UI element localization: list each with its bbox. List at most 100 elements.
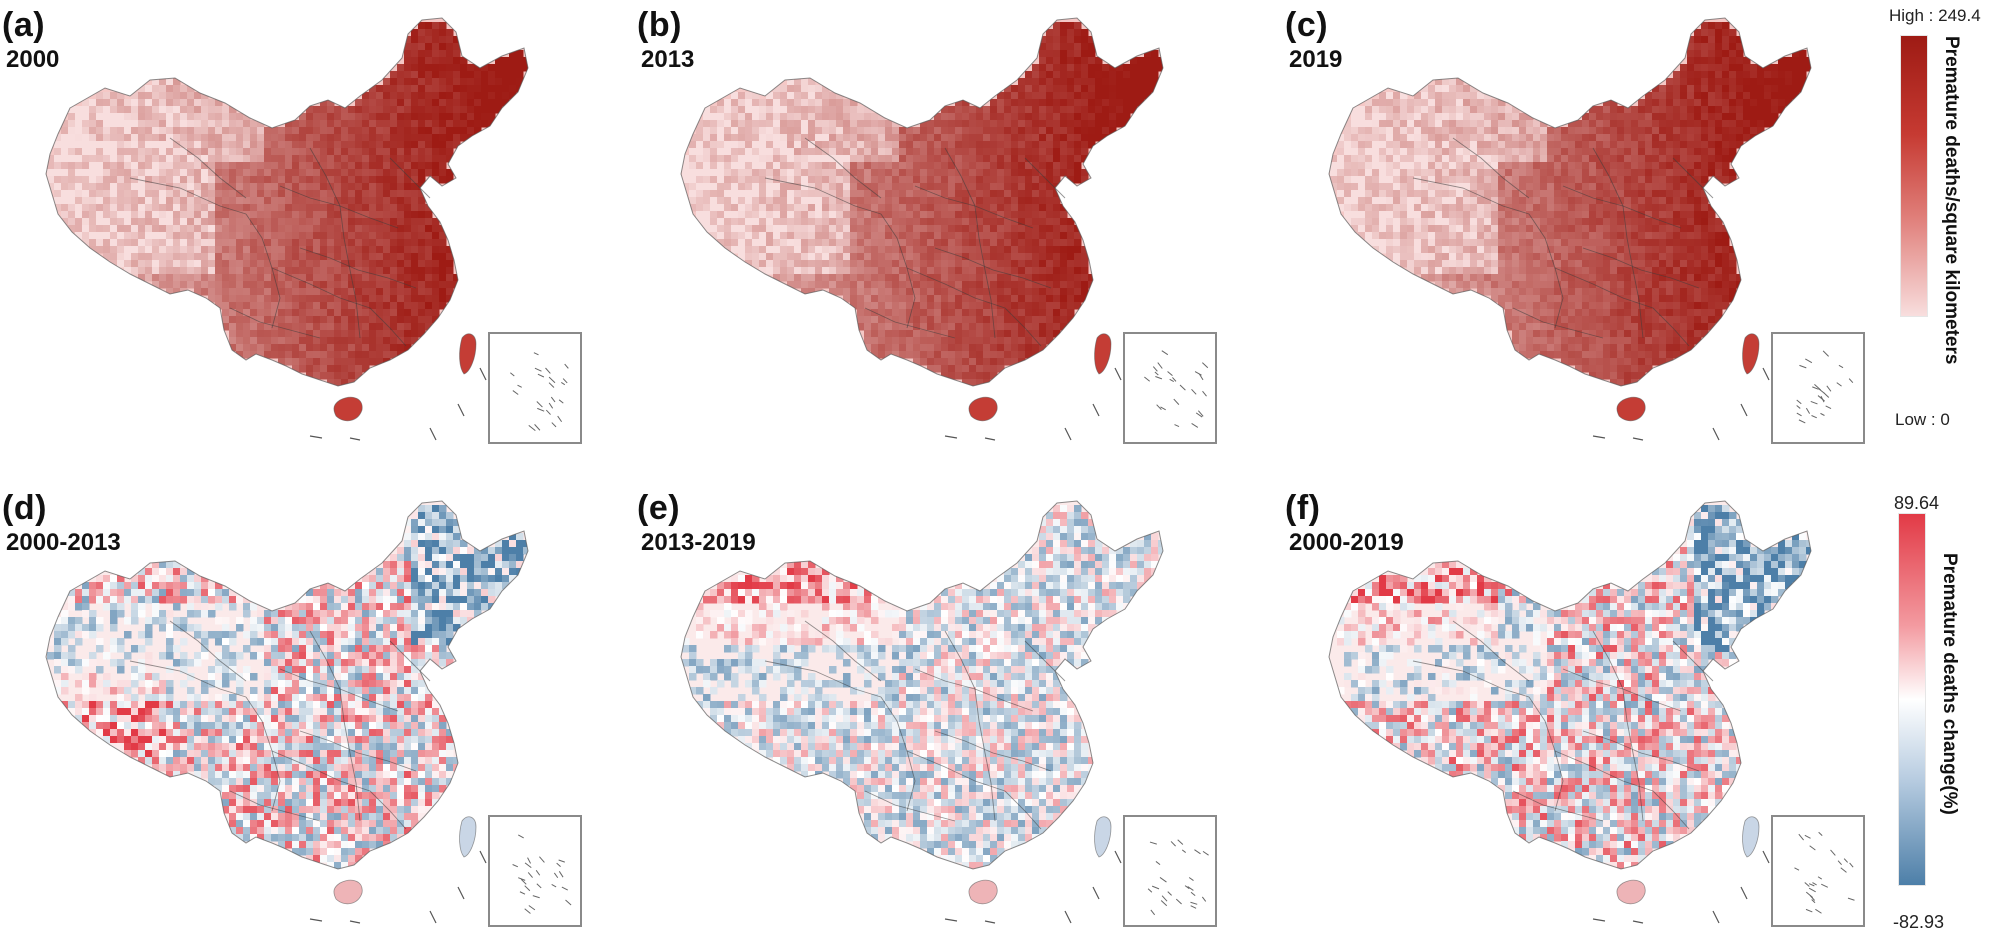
sea-boundary-dash [457,403,465,417]
south-china-sea-inset [1123,815,1217,927]
sea-boundary-dash [1712,910,1720,924]
panel-period-label: 2013-2019 [641,529,756,556]
china-map [45,500,529,924]
province-boundary [1412,177,1530,215]
province-boundary [1452,620,1530,682]
inset-islands [1147,839,1209,916]
sea-boundary-dash [1092,886,1100,900]
sea-boundary-dash [1740,403,1748,417]
province-boundary [1024,157,1066,199]
province-boundary [339,205,361,339]
country-outline [45,17,529,387]
sea-boundary-dash [429,910,437,924]
province-boundary [1512,307,1604,339]
sea-boundary-dash [1712,427,1720,441]
sea-boundary-dash [309,918,323,922]
hainan-island [333,879,363,905]
province-boundary [1554,267,1654,309]
panel-letter: (f) [1285,489,1321,527]
province-boundary [1652,790,1690,830]
south-china-sea-inset [1771,332,1865,444]
province-boundary [1582,247,1700,289]
hainan-island [968,396,998,422]
sea-boundary-dash [1592,918,1606,922]
sea-boundary-dash [1064,910,1072,924]
province-boundary [1672,640,1714,682]
hainan-island [1616,396,1646,422]
sea-boundary-dash [1114,850,1122,864]
raster-layer [682,22,1163,386]
map-panel: (c) 2019 [1283,0,1903,455]
province-boundary [271,267,371,309]
province-boundary [129,177,247,215]
country-outline [1328,17,1812,387]
province-boundary [934,247,1052,289]
country-outline [45,500,529,870]
sea-boundary-dash [944,918,958,922]
raster-layer [1337,505,1811,869]
panel-letter: (d) [2,489,47,527]
south-china-sea-inset [488,332,582,444]
sea-boundary-dash [1632,920,1644,924]
china-map [1328,17,1812,441]
legend-change-bar [1898,513,1926,886]
inset-islands [510,352,569,432]
province-boundary [229,790,321,822]
sea-boundary-dash [1092,403,1100,417]
province-boundary [804,137,882,199]
province-boundary [309,630,341,690]
province-boundary [1592,630,1624,690]
country-outline [1328,500,1812,870]
province-boundary [339,688,361,822]
province-boundary [389,640,431,682]
panel-period-label: 2000 [6,46,60,73]
sea-boundary-dash [429,427,437,441]
raster-layer [1330,22,1811,386]
south-china-sea-inset [1123,332,1217,444]
province-boundary [764,177,882,215]
china-map [45,17,529,441]
province-boundary [1004,307,1042,347]
province-boundary [864,307,956,339]
province-boundary [299,247,417,289]
province-boundary [764,660,882,698]
sea-boundary-dash [1762,367,1770,381]
province-boundary [906,267,1006,309]
province-boundary [934,730,1052,772]
hainan-island [1616,879,1646,905]
inset-islands [1144,350,1209,428]
legend-change-title: Premature deaths change(%) [1939,553,1960,815]
taiwan-island [1094,816,1112,858]
panel-period-label: 2000-2019 [1289,529,1404,556]
province-boundary [129,660,247,698]
province-boundary [369,307,407,347]
map-panel: (e) 2013-2019 [635,483,1255,938]
china-map [680,17,1164,441]
province-boundary [369,790,407,830]
province-boundary [229,307,321,339]
sea-boundary-dash [457,886,465,900]
china-map [1328,500,1812,924]
panel-letter: (c) [1285,6,1329,44]
province-boundary [944,630,976,690]
province-boundary [1582,730,1700,772]
province-boundary [1412,660,1530,698]
sea-boundary-dash [309,435,323,439]
province-boundary [309,147,341,207]
panel-period-label: 2000-2013 [6,529,121,556]
province-boundary [1554,750,1654,792]
sea-boundary-dash [1064,427,1072,441]
panel-period-label: 2019 [1289,46,1343,73]
inset-islands [1794,831,1855,914]
south-china-sea-inset [488,815,582,927]
province-boundary [974,205,996,339]
province-boundary [804,620,882,682]
sea-boundary-dash [1740,886,1748,900]
raster-layer [47,22,528,386]
province-boundary [944,147,976,207]
panel-letter: (b) [637,6,682,44]
province-boundary [169,620,247,682]
country-outline [680,17,1164,387]
province-boundary [1512,790,1604,822]
province-boundary [906,750,1006,792]
